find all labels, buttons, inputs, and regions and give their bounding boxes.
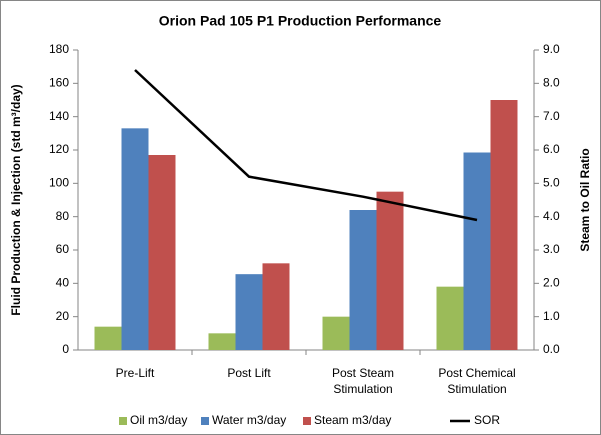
y-tick-label: 40 [56,276,70,290]
y-tick-label: 100 [49,176,69,190]
y2-tick-label: 1.0 [543,309,560,323]
bar [490,100,518,350]
y-tick-label: 0 [62,342,69,356]
chart-title: Orion Pad 105 P1 Production Performance [159,13,442,29]
legend-swatch [119,417,127,425]
legend-swatch [303,417,311,425]
bar [376,191,404,350]
y-tick-label: 20 [56,309,70,323]
y-tick-label: 140 [49,109,69,123]
bar [262,263,290,350]
bar [322,316,350,350]
x-tick-label: Post Lift [227,366,271,380]
y-tick-label: 180 [49,42,69,56]
bar [436,286,464,350]
y2-tick-label: 2.0 [543,276,560,290]
legend-label: Oil m3/day [130,413,187,427]
bar [235,274,263,350]
bar [349,210,377,350]
legend-label: Steam m3/day [314,413,391,427]
legend-label: Water m3/day [212,413,286,427]
y-tick-label: 160 [49,76,69,90]
x-tick-label: Post Steam Stimulation [332,366,394,396]
y-tick-label: 120 [49,142,69,156]
y2-tick-label: 6.0 [543,142,560,156]
y2-tick-label: 3.0 [543,242,560,256]
y2-tick-label: 7.0 [543,109,560,123]
y2-axis-label: Steam to Oil Ratio [578,148,592,251]
y2-tick-label: 4.0 [543,209,560,223]
y2-tick-label: 0.0 [543,342,560,356]
bar [94,326,122,350]
sor-line [134,69,478,222]
y2-tick-label: 8.0 [543,76,560,90]
y2-tick-label: 5.0 [543,176,560,190]
legend-label: SOR [474,413,500,427]
y-tick-label: 80 [56,209,70,223]
y2-tick-label: 9.0 [543,42,560,56]
x-tick-label: Pre-Lift [116,366,155,380]
y-axis-label: Fluid Production & Injection (std m³/day… [9,84,23,315]
legend-swatch [201,417,209,425]
bar [148,155,176,350]
bar [121,128,149,350]
y-tick-label: 60 [56,242,70,256]
bar [463,152,491,350]
x-tick-label: Post Chemical Stimulation [438,366,515,396]
bar [208,333,236,350]
